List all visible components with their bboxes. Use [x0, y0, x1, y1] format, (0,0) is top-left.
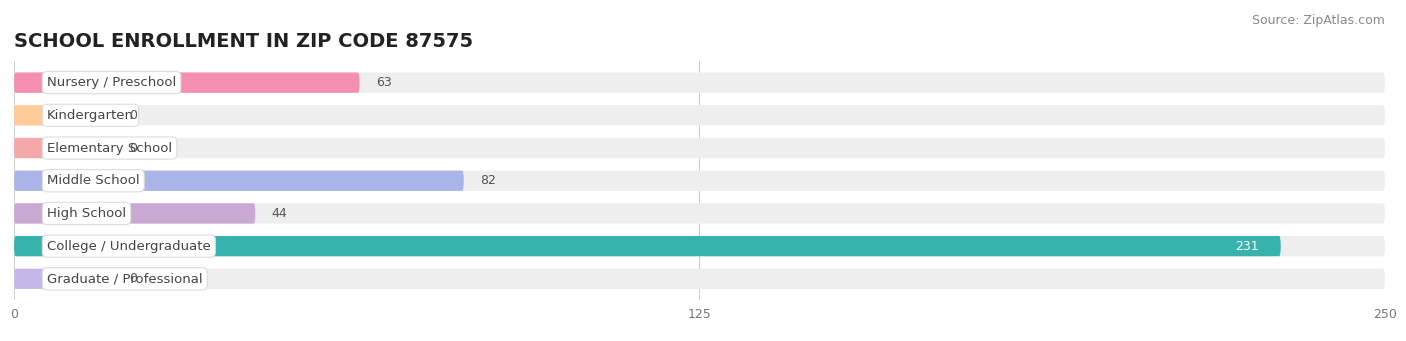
Text: 82: 82	[481, 174, 496, 187]
Text: Source: ZipAtlas.com: Source: ZipAtlas.com	[1251, 14, 1385, 27]
Text: College / Undergraduate: College / Undergraduate	[46, 240, 211, 253]
FancyBboxPatch shape	[14, 170, 464, 191]
FancyBboxPatch shape	[14, 73, 360, 93]
Text: High School: High School	[46, 207, 127, 220]
FancyBboxPatch shape	[14, 170, 1385, 191]
FancyBboxPatch shape	[14, 138, 1385, 158]
FancyBboxPatch shape	[14, 269, 1385, 289]
Text: Elementary School: Elementary School	[46, 142, 172, 154]
Text: 231: 231	[1234, 240, 1258, 253]
FancyBboxPatch shape	[14, 269, 112, 289]
Text: 0: 0	[129, 272, 138, 285]
FancyBboxPatch shape	[14, 73, 1385, 93]
Text: Kindergarten: Kindergarten	[46, 109, 134, 122]
Text: Nursery / Preschool: Nursery / Preschool	[46, 76, 176, 89]
Text: 0: 0	[129, 109, 138, 122]
Text: 0: 0	[129, 142, 138, 154]
Text: Graduate / Professional: Graduate / Professional	[46, 272, 202, 285]
FancyBboxPatch shape	[14, 105, 112, 125]
FancyBboxPatch shape	[14, 236, 1281, 256]
FancyBboxPatch shape	[14, 236, 1385, 256]
FancyBboxPatch shape	[14, 203, 1385, 224]
Text: 63: 63	[375, 76, 392, 89]
FancyBboxPatch shape	[14, 138, 112, 158]
Text: Middle School: Middle School	[46, 174, 139, 187]
Text: 44: 44	[271, 207, 288, 220]
Text: SCHOOL ENROLLMENT IN ZIP CODE 87575: SCHOOL ENROLLMENT IN ZIP CODE 87575	[14, 32, 474, 51]
FancyBboxPatch shape	[14, 105, 1385, 125]
FancyBboxPatch shape	[14, 203, 256, 224]
